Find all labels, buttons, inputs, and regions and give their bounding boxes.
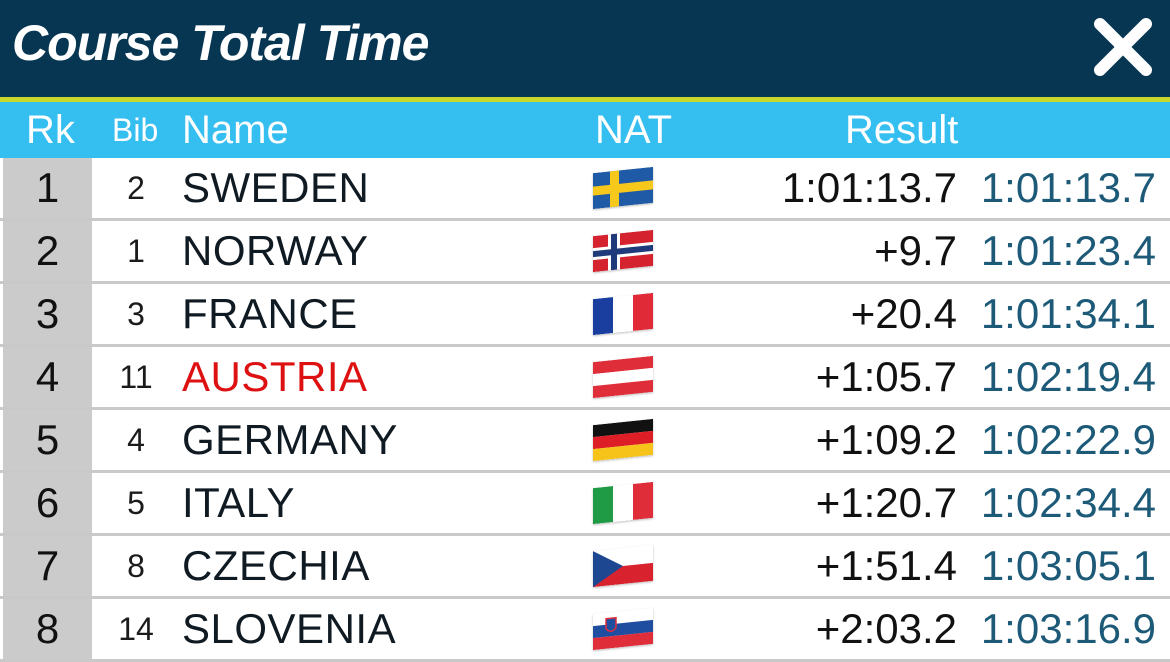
column-header-result: Result [845, 108, 959, 152]
result-diff: +1:20.7 [815, 479, 957, 526]
bib-number: 3 [127, 296, 145, 332]
team-name: NORWAY [182, 227, 369, 274]
rank: 2 [35, 227, 60, 274]
team-name: AUSTRIA [182, 353, 368, 400]
bib-number: 2 [127, 170, 145, 206]
column-header-rank: Rk [26, 108, 75, 152]
total-time: 1:03:05.1 [980, 542, 1156, 589]
rank-cell-bg [3, 347, 92, 407]
table-row[interactable]: 1 2 SWEDEN 1:01:13.7 1:01:13.7 [0, 158, 1170, 221]
team-name: SLOVENIA [182, 605, 397, 652]
rank: 5 [35, 416, 60, 463]
bib-number: 1 [127, 233, 145, 269]
column-header: Rk Bib Name NAT Result [0, 102, 1170, 158]
table-row[interactable]: 6 5 ITALY +1:20.7 1:02:34.4 [0, 473, 1170, 536]
total-time: 1:02:19.4 [980, 353, 1156, 400]
team-name: GERMANY [182, 416, 398, 463]
total-time: 1:01:13.7 [980, 164, 1156, 211]
bib-number: 8 [127, 548, 145, 584]
column-header-bib: Bib [112, 112, 159, 148]
table-row[interactable]: 7 8 CZECHIA +1:51.4 1:03:05.1 [0, 536, 1170, 599]
bib-number: 14 [118, 611, 154, 647]
result-diff: +9.7 [874, 227, 957, 274]
column-header-nat: NAT [595, 108, 673, 152]
total-time: 1:02:34.4 [980, 479, 1156, 526]
bib-number: 5 [127, 485, 145, 521]
total-time: 1:01:34.1 [980, 290, 1156, 337]
czechia-flag-icon [593, 544, 653, 588]
rank-cell-bg [3, 284, 92, 344]
results-table: 1 2 SWEDEN 1:01:13.7 1:01:13.7 2 1 NORWAY +9.7 1:… [0, 158, 1170, 662]
result-diff: +20.4 [850, 290, 957, 337]
result-diff: +1:09.2 [815, 416, 957, 463]
close-button[interactable] [1090, 14, 1156, 80]
bib-number: 11 [119, 359, 153, 395]
bib-number: 4 [127, 422, 145, 458]
header-bar: Course Total Time [0, 0, 1170, 97]
table-row[interactable]: 3 3 FRANCE +20.4 1:01:34.1 [0, 284, 1170, 347]
result-diff: 1:01:13.7 [781, 164, 957, 211]
germany-flag-icon [593, 418, 653, 462]
rank: 3 [35, 290, 60, 337]
result-diff: +2:03.2 [815, 605, 957, 652]
slovenia-flag-icon [593, 607, 653, 651]
team-name: FRANCE [182, 290, 358, 337]
rank-cell-bg [3, 158, 92, 218]
result-diff: +1:05.7 [815, 353, 957, 400]
table-row[interactable]: 8 14 SLOVENIA +2:03.2 1:03:16.9 [0, 599, 1170, 662]
table-row[interactable]: 4 11 AUSTRIA +1:05.7 1:02:19.4 [0, 347, 1170, 410]
france-flag-icon [593, 292, 653, 336]
team-name: ITALY [182, 479, 295, 526]
rank-cell-bg [3, 473, 92, 533]
rank-cell-bg [3, 221, 92, 281]
table-row[interactable]: 5 4 GERMANY +1:09.2 1:02:22.9 [0, 410, 1170, 473]
team-name: SWEDEN [182, 164, 370, 211]
rank-cell-bg [3, 599, 92, 659]
total-time: 1:02:22.9 [980, 416, 1156, 463]
rank: 6 [35, 479, 60, 526]
rank: 8 [35, 605, 60, 652]
italy-flag-icon [593, 481, 653, 525]
page-title: Course Total Time [12, 15, 429, 71]
team-name: CZECHIA [182, 542, 370, 589]
total-time: 1:03:16.9 [980, 605, 1156, 652]
rank-cell-bg [3, 410, 92, 470]
table-row[interactable]: 2 1 NORWAY +9.7 1:01:23.4 [0, 221, 1170, 284]
rank-cell-bg [3, 536, 92, 596]
accent-stripe [0, 97, 1170, 102]
rank: 7 [35, 542, 60, 589]
norway-flag-icon [593, 229, 653, 273]
result-diff: +1:51.4 [815, 542, 957, 589]
rank: 4 [35, 353, 60, 400]
close-icon [1094, 18, 1152, 76]
rank: 1 [35, 164, 60, 211]
column-header-name: Name [182, 108, 289, 152]
sweden-flag-icon [593, 166, 653, 210]
austria-flag-icon [593, 355, 653, 399]
total-time: 1:01:23.4 [980, 227, 1156, 274]
